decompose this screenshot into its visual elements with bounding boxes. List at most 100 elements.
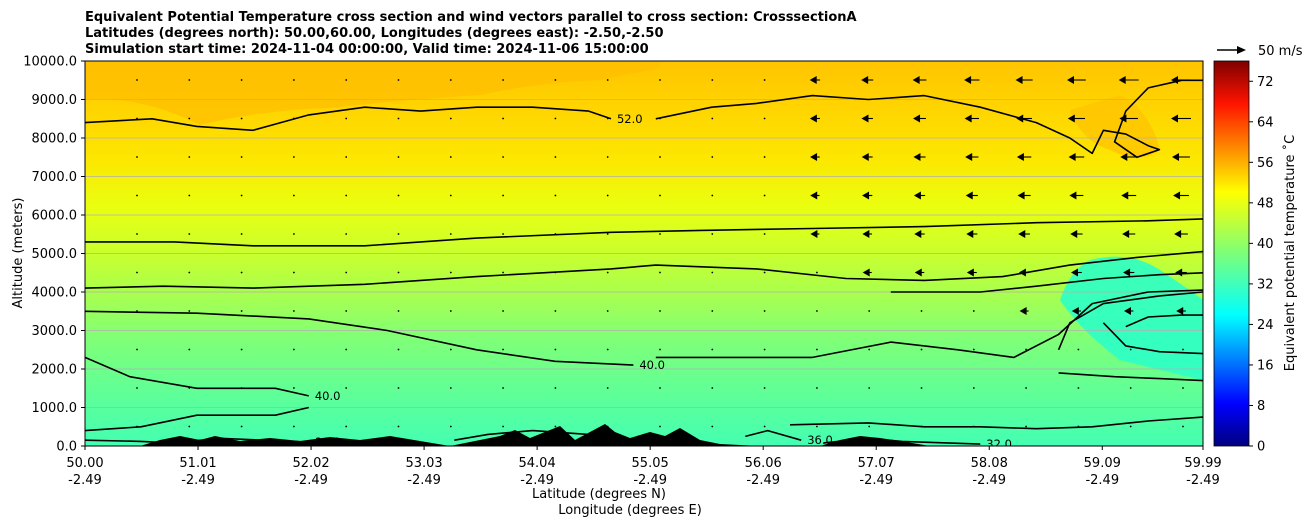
colorbar-tick-label: 16 — [1257, 358, 1274, 373]
x-axis-label-longitude: Longitude (degrees E) — [558, 503, 702, 518]
x-tick-latitude: 59.09 — [1084, 456, 1121, 471]
wind-dot — [816, 271, 818, 274]
wind-arrowhead — [1018, 230, 1026, 238]
wind-arrowhead — [1019, 307, 1027, 315]
colorbar-tick-label: 72 — [1257, 75, 1274, 90]
y-tick-label: 0.0 — [56, 440, 77, 455]
wind-dot — [554, 425, 557, 428]
wind-dot — [397, 348, 400, 351]
wind-dot — [449, 271, 452, 274]
y-tick-label: 7000.0 — [32, 170, 78, 185]
wind-dot — [606, 387, 609, 389]
wind-dot — [188, 79, 191, 81]
wind-dot — [763, 348, 766, 351]
wind-dot — [345, 425, 348, 428]
wind-arrowhead — [861, 76, 869, 84]
x-tick-longitude: -2.49 — [746, 473, 780, 488]
wind-dot — [449, 233, 452, 235]
wind-dot — [502, 387, 504, 389]
wind-dot — [188, 310, 191, 312]
wind-dot — [188, 425, 191, 428]
wind-dot — [397, 156, 400, 158]
quiver-key: 50 m/s — [1217, 44, 1303, 59]
x-tick-longitude: -2.49 — [520, 473, 554, 488]
wind-dot — [240, 310, 243, 312]
wind-dot — [345, 194, 348, 197]
x-tick-latitude: 56.06 — [745, 456, 782, 471]
contour-label: 32.0 — [986, 437, 1012, 451]
wind-dot — [711, 387, 714, 389]
contour-line — [890, 272, 1203, 293]
gridlines — [85, 99, 1203, 408]
y-tick-label: 10000.0 — [23, 55, 77, 70]
wind-dot — [816, 425, 818, 428]
wind-dot — [659, 348, 661, 351]
wind-arrowhead — [1120, 153, 1128, 161]
wind-arrowhead — [1069, 191, 1077, 200]
wind-dot — [502, 310, 504, 312]
wind-dot — [136, 233, 138, 235]
warm-region — [85, 61, 660, 125]
wind-dot — [1077, 387, 1080, 389]
colorbar-frame — [1213, 60, 1250, 447]
wind-dot — [240, 271, 243, 274]
contour-line — [85, 218, 1203, 247]
wind-arrowhead — [1118, 76, 1126, 84]
wind-arrowhead — [1172, 153, 1180, 161]
x-tick-latitude: 51.01 — [179, 456, 216, 471]
plot-area: 52.048.044.040.040.036.032.036.036.036.0… — [85, 61, 1203, 451]
wind-dot — [868, 310, 871, 312]
wind-dot — [816, 310, 818, 312]
wind-arrowhead — [1122, 230, 1130, 238]
wind-dot — [606, 194, 609, 197]
wind-dot — [293, 271, 295, 274]
colorbar-label: Equivalent potential temperature ˚C — [1282, 135, 1298, 371]
wind-dot — [1025, 425, 1027, 428]
x-tick-latitude: 55.05 — [632, 456, 669, 471]
wind-dot — [711, 79, 714, 81]
y-tick-label: 5000.0 — [32, 247, 78, 262]
wind-dot — [659, 425, 661, 428]
wind-dot — [397, 79, 400, 81]
contour-line — [1125, 314, 1203, 328]
x-tick-latitude: 58.08 — [971, 456, 1008, 471]
wind-dot — [606, 310, 609, 312]
wind-dot — [763, 310, 766, 312]
wind-dot — [449, 348, 452, 351]
wind-arrowhead — [862, 268, 870, 277]
wind-dot — [345, 156, 348, 158]
wind-arrowhead — [913, 153, 921, 161]
wind-dot — [502, 233, 504, 235]
wind-dot — [868, 387, 871, 389]
x-tick-longitude: -2.49 — [181, 473, 215, 488]
wind-dot — [240, 79, 243, 81]
wind-dot — [763, 156, 766, 158]
x-tick-longitude: -2.49 — [859, 473, 893, 488]
wind-arrowhead — [914, 268, 922, 277]
wind-dot — [606, 79, 609, 81]
wind-arrowhead — [861, 114, 869, 123]
wind-dot — [502, 271, 504, 274]
wind-dot — [293, 425, 295, 428]
wind-dot — [293, 233, 295, 235]
chart-title-line-1: Equivalent Potential Temperature cross s… — [85, 10, 857, 25]
contour-line — [655, 79, 1203, 159]
wind-dot — [1182, 387, 1184, 389]
wind-dot — [816, 348, 818, 351]
contour-line — [1057, 291, 1203, 351]
wind-dot — [763, 117, 766, 120]
wind-arrowhead — [914, 230, 922, 238]
wind-dot — [1129, 387, 1132, 389]
wind-dot — [763, 233, 766, 235]
y-tick-label: 8000.0 — [32, 132, 78, 147]
wind-dot — [240, 156, 243, 158]
wind-dot — [136, 387, 138, 389]
chart-title-line-3: Simulation start time: 2024-11-04 00:00:… — [85, 42, 649, 57]
terrain — [85, 424, 1203, 446]
contour-line — [85, 406, 309, 432]
x-tick-latitude: 52.02 — [292, 456, 329, 471]
wind-dot — [136, 156, 138, 158]
wind-dot — [816, 387, 818, 389]
wind-dot — [711, 233, 714, 235]
